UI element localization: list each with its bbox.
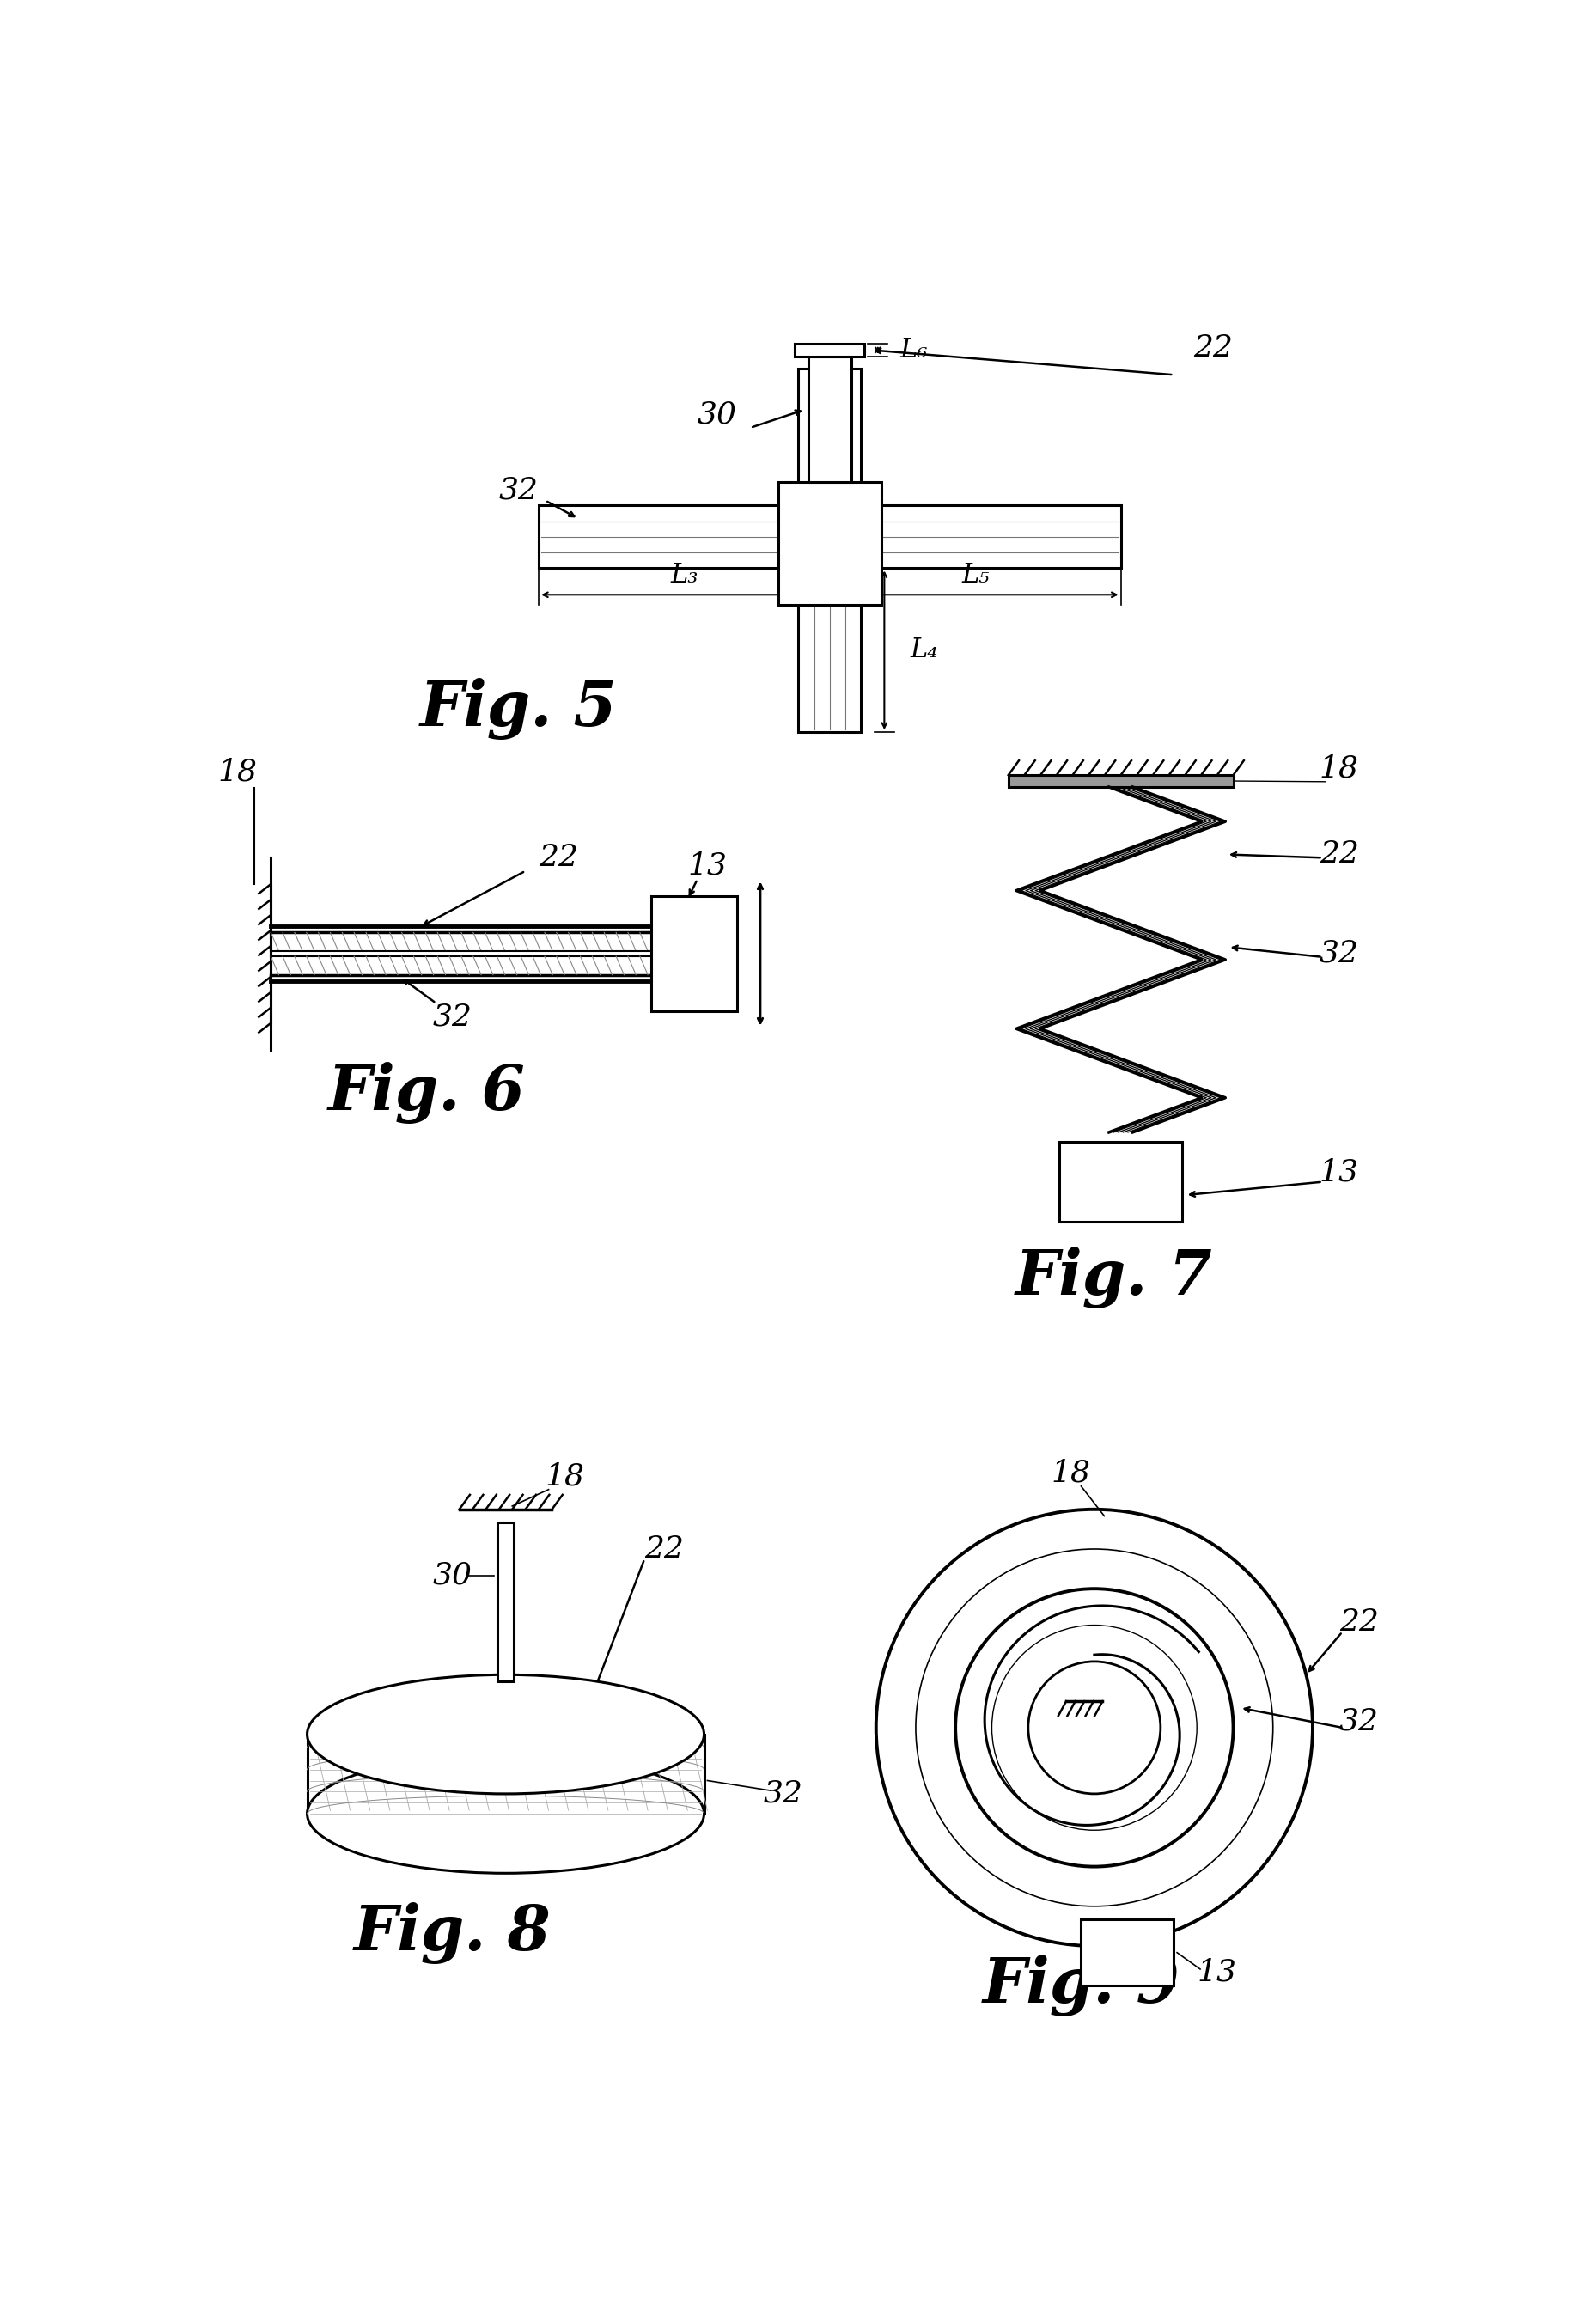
Text: 22: 22	[1320, 839, 1360, 869]
Text: 18: 18	[1320, 753, 1360, 783]
Text: Fig. 9: Fig. 9	[982, 1954, 1180, 2017]
Text: 32: 32	[1320, 939, 1360, 969]
Text: 32: 32	[433, 1002, 472, 1032]
Polygon shape	[1017, 1030, 1132, 1062]
Text: 22: 22	[1339, 1608, 1378, 1636]
Text: 13: 13	[1320, 1157, 1360, 1188]
Polygon shape	[1108, 1062, 1225, 1097]
Polygon shape	[1108, 820, 1225, 855]
Text: 18: 18	[1052, 1459, 1091, 1487]
Text: Fig. 5: Fig. 5	[420, 679, 617, 739]
Text: L₄: L₄	[910, 637, 938, 662]
Bar	[538, 504, 1121, 569]
Text: Fig. 8: Fig. 8	[354, 1901, 551, 1964]
Bar	[778, 483, 881, 604]
Polygon shape	[1108, 925, 1225, 960]
Text: L₃: L₃	[669, 562, 698, 588]
Text: 13: 13	[1197, 1957, 1236, 1987]
Bar	[799, 367, 861, 732]
Text: m: m	[1105, 1167, 1137, 1197]
Text: 32: 32	[499, 476, 538, 504]
Polygon shape	[1108, 960, 1225, 995]
Text: m: m	[679, 939, 711, 969]
Text: 32: 32	[1339, 1706, 1378, 1736]
Text: Fig. 7: Fig. 7	[1015, 1248, 1213, 1308]
Polygon shape	[1017, 890, 1132, 925]
Text: L₅: L₅	[962, 562, 988, 588]
Text: 18: 18	[545, 1462, 584, 1492]
Text: Fig. 6: Fig. 6	[327, 1062, 524, 1122]
Polygon shape	[1017, 995, 1132, 1030]
Text: 30: 30	[433, 1562, 472, 1590]
Polygon shape	[1017, 855, 1132, 890]
Polygon shape	[1108, 1097, 1225, 1132]
Text: 22: 22	[1194, 335, 1233, 363]
Text: 22: 22	[644, 1534, 684, 1564]
Text: 22: 22	[538, 844, 578, 872]
Text: m: m	[1112, 1936, 1143, 1968]
Text: 30: 30	[698, 400, 737, 430]
Text: L₆: L₆	[900, 337, 928, 363]
Text: 18: 18	[218, 758, 257, 786]
Ellipse shape	[308, 1676, 704, 1794]
Ellipse shape	[308, 1755, 704, 1873]
Text: 32: 32	[764, 1780, 804, 1808]
Bar	[497, 1522, 513, 1680]
Bar	[794, 344, 864, 356]
Bar	[1009, 774, 1233, 788]
Text: 13: 13	[687, 851, 726, 881]
Polygon shape	[1108, 788, 1225, 820]
Bar	[651, 895, 737, 1011]
Bar	[1060, 1141, 1183, 1222]
Bar	[1082, 1920, 1173, 1985]
Bar	[808, 356, 851, 483]
